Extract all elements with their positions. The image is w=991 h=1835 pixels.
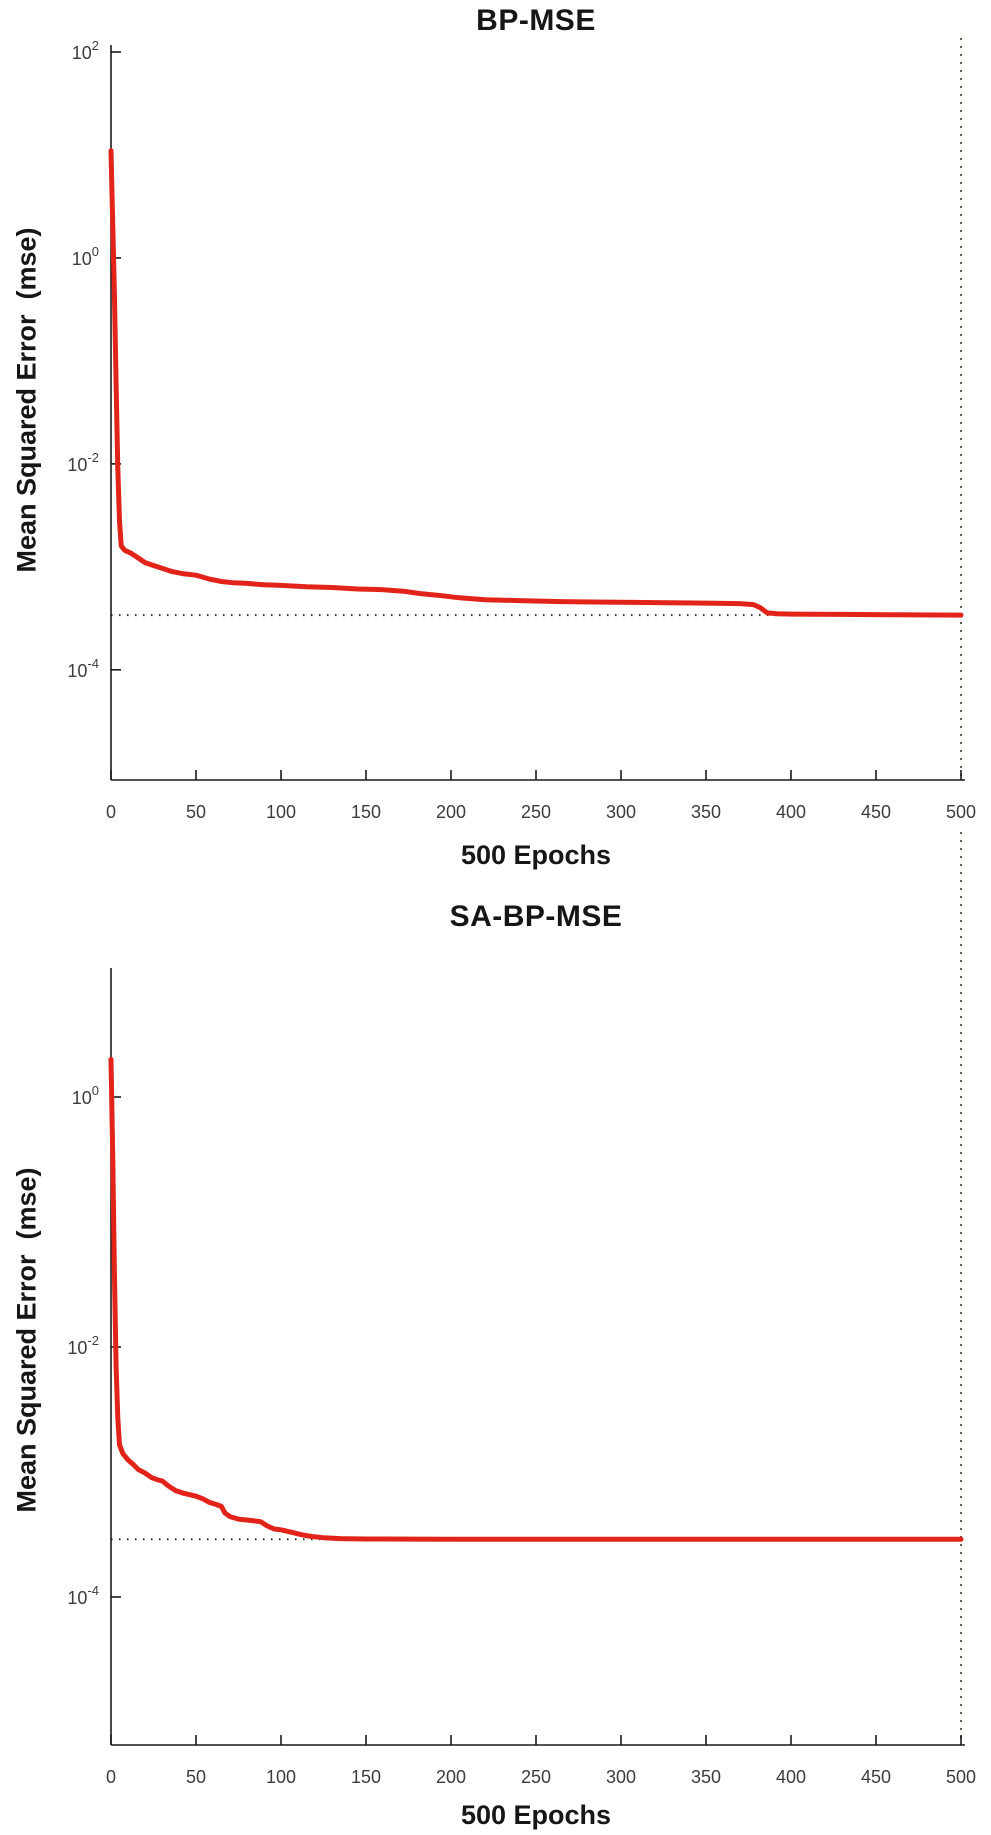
y-axis-label-bp-mse: Mean Squared Error (mse) xyxy=(11,227,42,573)
chart-title-bp-mse: BP-MSE xyxy=(476,4,596,37)
x-tick-label: 400 xyxy=(776,802,806,822)
x-tick-label: 500 xyxy=(946,1767,976,1787)
y-tick-label: 100 xyxy=(72,1083,99,1108)
x-tick-label: 350 xyxy=(691,1767,721,1787)
x-tick-label: 0 xyxy=(106,1767,116,1787)
x-tick-label: 150 xyxy=(351,1767,381,1787)
bp-mse-figure: 0 50 100 150 200 250 300 350 400 450 500 102 100 10-2… xyxy=(0,0,991,880)
x-axis-label-bp-mse: 500 Epochs xyxy=(460,840,612,870)
x-tick-label: 450 xyxy=(861,802,891,822)
x-tick-label: 250 xyxy=(521,802,551,822)
chart-title-sa-bp-mse: SA-BP-MSE xyxy=(449,900,623,933)
x-tick-label: 0 xyxy=(106,802,116,822)
bp-mse-plot-canvas: 0 50 100 150 200 250 300 350 400 450 500 102 100 10-2… xyxy=(67,38,976,822)
x-tick-label: 200 xyxy=(436,802,466,822)
x-tick-label: 450 xyxy=(861,1767,891,1787)
x-tick-label: 100 xyxy=(266,802,296,822)
sa-bp-mse-plot-canvas: 0 50 100 150 200 250 300 350 400 450 500 100 10-2 10-… xyxy=(67,832,976,1787)
y-tick-label: 10-2 xyxy=(67,450,99,475)
x-tick-label: 350 xyxy=(691,802,721,822)
x-tick-label: 50 xyxy=(186,802,206,822)
x-tick-label: 300 xyxy=(606,1767,636,1787)
x-tick-label: 300 xyxy=(606,802,636,822)
y-tick-label: 102 xyxy=(72,38,99,63)
y-tick-label: 10-4 xyxy=(67,656,99,681)
y-axis-label-sa-bp-mse: Mean Squared Error (mse) xyxy=(11,1167,42,1513)
x-tick-label: 200 xyxy=(436,1767,466,1787)
x-tick-label: 250 xyxy=(521,1767,551,1787)
x-tick-label: 50 xyxy=(186,1767,206,1787)
training-mse-curve xyxy=(108,1056,964,1542)
y-tick-label: 10-4 xyxy=(67,1583,99,1608)
x-tick-label: 400 xyxy=(776,1767,806,1787)
x-tick-label: 100 xyxy=(266,1767,296,1787)
y-tick-label: 10-2 xyxy=(67,1333,99,1358)
sa-bp-mse-figure: 0 50 100 150 200 250 300 350 400 450 500 100 10-2 10-… xyxy=(0,832,991,1835)
y-tick-label: 100 xyxy=(72,244,99,269)
x-tick-label: 500 xyxy=(946,802,976,822)
x-tick-label: 150 xyxy=(351,802,381,822)
training-mse-curve xyxy=(108,148,964,618)
x-axis-label-sa-bp-mse: 500 Epochs xyxy=(460,1800,612,1830)
